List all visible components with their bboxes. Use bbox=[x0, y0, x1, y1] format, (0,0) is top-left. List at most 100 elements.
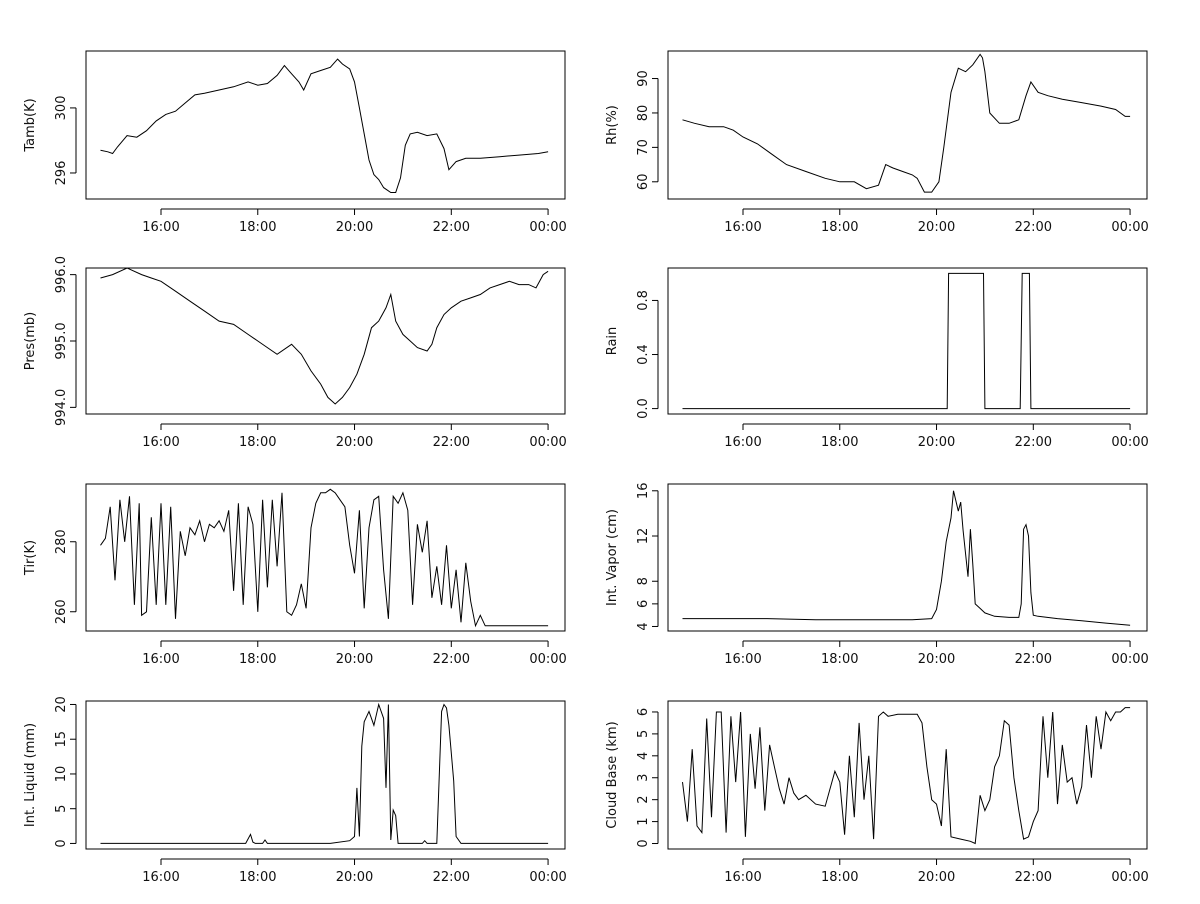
panel-7: 16:00 18:00 20:00 22:00 00:00 0 5 10 15 20 Int. Li… bbox=[23, 696, 567, 885]
y-tick-label: 5 bbox=[636, 730, 651, 738]
x-tick-label: 16:00 bbox=[724, 870, 761, 885]
x-tick-label: 22:00 bbox=[433, 870, 470, 885]
y-tick-label: 80 bbox=[636, 105, 651, 122]
y-tick-label: 0.0 bbox=[636, 398, 651, 419]
x-tick-label: 18:00 bbox=[239, 220, 276, 235]
plot-frame bbox=[667, 50, 1148, 200]
x-tick-label: 16:00 bbox=[724, 220, 761, 235]
y-tick-label: 15 bbox=[54, 731, 69, 748]
x-tick-label: 00:00 bbox=[1111, 220, 1148, 235]
x-tick-label: 20:00 bbox=[918, 220, 955, 235]
x-tick-label: 22:00 bbox=[1015, 652, 1052, 667]
series-line bbox=[682, 53, 1131, 193]
x-tick-label: 16:00 bbox=[142, 652, 179, 667]
y-tick-label: 260 bbox=[54, 599, 69, 624]
y-tick-label: 90 bbox=[636, 70, 651, 87]
x-tick-label: 18:00 bbox=[821, 652, 858, 667]
y-axis-title: Int. Vapor (cm) bbox=[605, 509, 620, 606]
y-tick-label: 16 bbox=[636, 483, 651, 500]
panel-6: 16:00 18:00 20:00 22:00 00:00 4 6 8 12 16 Int. Vap… bbox=[605, 483, 1149, 667]
plot-frame bbox=[667, 700, 1148, 850]
panel-8: 16:00 18:00 20:00 22:00 00:00 0 1 2 3 4 5 6 Cloud Ba… bbox=[605, 700, 1149, 885]
y-axis-title: Tamb(K) bbox=[23, 98, 38, 152]
x-tick-label: 16:00 bbox=[724, 652, 761, 667]
y-tick-label: 0.8 bbox=[636, 290, 651, 311]
x-tick-label: 20:00 bbox=[336, 870, 373, 885]
x-tick-label: 20:00 bbox=[336, 220, 373, 235]
series-line bbox=[100, 58, 549, 193]
y-tick-label: 0 bbox=[636, 839, 651, 847]
y-tick-label: 296 bbox=[54, 161, 69, 186]
y-tick-label: 995.0 bbox=[54, 322, 69, 359]
y-tick-label: 1 bbox=[636, 817, 651, 825]
series-line bbox=[100, 488, 549, 628]
y-tick-label: 4 bbox=[636, 752, 651, 760]
x-tick-label: 18:00 bbox=[239, 435, 276, 450]
x-tick-label: 22:00 bbox=[433, 220, 470, 235]
y-axis-title: Cloud Base (km) bbox=[605, 721, 620, 828]
x-tick-label: 18:00 bbox=[239, 652, 276, 667]
x-tick-label: 20:00 bbox=[336, 435, 373, 450]
plot-frame bbox=[667, 483, 1148, 632]
y-tick-label: 60 bbox=[636, 174, 651, 191]
y-tick-label: 12 bbox=[636, 528, 651, 545]
y-axis-title: Int. Liquid (mm) bbox=[23, 723, 38, 827]
panel-5: 16:00 18:00 20:00 22:00 00:00 260 280 Tir(K) bbox=[23, 483, 567, 667]
y-tick-label: 20 bbox=[54, 696, 69, 713]
x-tick-label: 18:00 bbox=[821, 870, 858, 885]
y-tick-label: 0.4 bbox=[636, 344, 651, 365]
series-line bbox=[682, 490, 1131, 626]
x-tick-label: 16:00 bbox=[142, 435, 179, 450]
x-tick-label: 22:00 bbox=[1015, 220, 1052, 235]
x-tick-label: 00:00 bbox=[529, 870, 566, 885]
y-axis-title: Pres(mb) bbox=[23, 312, 38, 371]
x-tick-label: 22:00 bbox=[433, 652, 470, 667]
x-tick-label: 20:00 bbox=[918, 435, 955, 450]
y-tick-label: 6 bbox=[636, 708, 651, 716]
y-tick-label: 4 bbox=[636, 622, 651, 630]
plot-frame bbox=[667, 267, 1148, 415]
x-tick-label: 00:00 bbox=[529, 652, 566, 667]
y-tick-label: 3 bbox=[636, 774, 651, 782]
series-line bbox=[682, 707, 1131, 845]
x-tick-label: 22:00 bbox=[433, 435, 470, 450]
x-tick-label: 18:00 bbox=[239, 870, 276, 885]
panel-2: 16:00 18:00 20:00 22:00 00:00 60 70 80 90 Rh(%) bbox=[605, 50, 1149, 235]
series-line bbox=[100, 702, 549, 844]
x-tick-label: 00:00 bbox=[529, 220, 566, 235]
plot-frame bbox=[85, 483, 566, 632]
y-axis-title: Tir(K) bbox=[23, 540, 38, 576]
y-tick-label: 5 bbox=[54, 805, 69, 813]
series-line bbox=[682, 272, 1131, 410]
y-tick-label: 10 bbox=[54, 766, 69, 783]
plot-frame bbox=[85, 50, 566, 200]
x-tick-label: 20:00 bbox=[336, 652, 373, 667]
x-tick-label: 16:00 bbox=[724, 435, 761, 450]
x-tick-label: 00:00 bbox=[529, 435, 566, 450]
y-tick-label: 994.0 bbox=[54, 389, 69, 426]
x-tick-label: 00:00 bbox=[1111, 652, 1148, 667]
x-tick-label: 16:00 bbox=[142, 870, 179, 885]
panel-3: 16:00 18:00 20:00 22:00 00:00 994.0 995.0 996.0… bbox=[23, 256, 567, 450]
x-tick-label: 18:00 bbox=[821, 220, 858, 235]
y-tick-label: 70 bbox=[636, 139, 651, 156]
y-tick-label: 8 bbox=[636, 577, 651, 585]
x-tick-label: 18:00 bbox=[821, 435, 858, 450]
y-tick-label: 6 bbox=[636, 600, 651, 608]
y-axis-title: Rh(%) bbox=[605, 105, 620, 145]
x-tick-label: 20:00 bbox=[918, 652, 955, 667]
plot-frame bbox=[85, 700, 566, 850]
panel-4: 16:00 18:00 20:00 22:00 00:00 0.0 0.4 0.8 Rain bbox=[605, 267, 1149, 450]
y-tick-label: 300 bbox=[54, 96, 69, 121]
y-tick-label: 2 bbox=[636, 796, 651, 804]
panel-1: 16:00 18:00 20:00 22:00 00:00 296 300 Tamb(K) bbox=[23, 50, 567, 235]
y-tick-label: 280 bbox=[54, 529, 69, 554]
x-tick-label: 16:00 bbox=[142, 220, 179, 235]
y-axis-title: Rain bbox=[605, 327, 620, 356]
x-tick-label: 00:00 bbox=[1111, 870, 1148, 885]
x-tick-label: 20:00 bbox=[918, 870, 955, 885]
x-tick-label: 22:00 bbox=[1015, 870, 1052, 885]
y-tick-label: 996.0 bbox=[54, 256, 69, 293]
